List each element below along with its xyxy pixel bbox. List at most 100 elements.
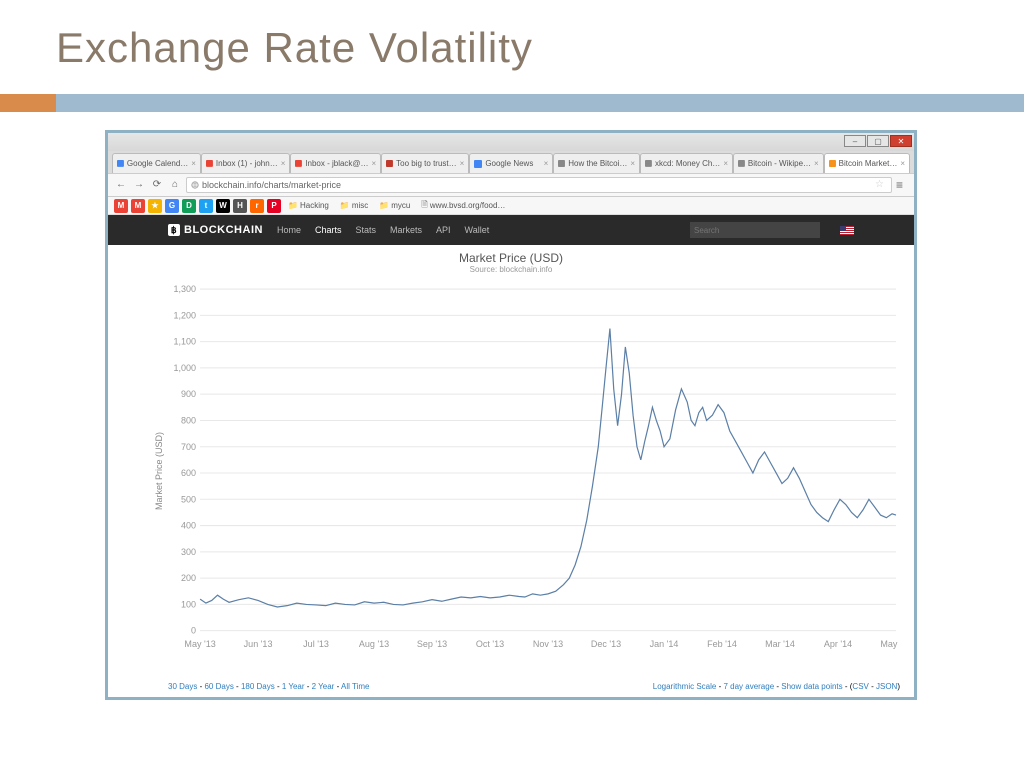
bookmark-icon[interactable]: W: [216, 199, 230, 213]
bookmark-icon[interactable]: P: [267, 199, 281, 213]
nav-link-markets[interactable]: Markets: [390, 225, 422, 235]
tab-favicon-icon: [117, 160, 124, 168]
chart-title: Market Price (USD): [108, 251, 914, 265]
site-logo[interactable]: ฿ BLOCKCHAIN: [168, 224, 263, 236]
browser-tab[interactable]: xkcd: Money Ch…×: [640, 153, 733, 173]
forward-button[interactable]: →: [132, 178, 146, 192]
divider-main: [56, 94, 1024, 112]
tab-favicon-icon: [829, 160, 836, 168]
browser-tab[interactable]: Bitcoin Market…×: [824, 153, 910, 173]
chrome-menu-button[interactable]: ≡: [896, 178, 908, 192]
tab-label: Google Calend…: [127, 159, 188, 168]
window-maximize-button[interactable]: ▢: [867, 135, 889, 147]
tab-label: Inbox (1) - john…: [216, 159, 278, 168]
chart-option-link[interactable]: Logarithmic Scale: [653, 682, 717, 691]
window-minimize-button[interactable]: –: [844, 135, 866, 147]
tab-favicon-icon: [645, 160, 652, 168]
home-button[interactable]: ⌂: [168, 178, 182, 192]
svg-text:Dec '13: Dec '13: [591, 639, 621, 649]
tab-favicon-icon: [295, 160, 302, 168]
address-bar[interactable]: blockchain.info/charts/market-price ☆: [186, 177, 892, 193]
reload-button[interactable]: ⟳: [150, 178, 164, 192]
bookmark-star-icon[interactable]: ☆: [875, 179, 887, 191]
folder-icon: 📁: [340, 201, 350, 210]
bookmark-icon[interactable]: t: [199, 199, 213, 213]
browser-tab[interactable]: How the Bitcoi…×: [553, 153, 640, 173]
tab-strip: Google Calend…×Inbox (1) - john…×Inbox -…: [108, 151, 914, 173]
search-input[interactable]: [690, 222, 820, 238]
bookmark-folder[interactable]: 📁misc: [336, 201, 372, 210]
bookmark-icon[interactable]: D: [182, 199, 196, 213]
logo-icon: ฿: [168, 224, 180, 236]
site-navbar: ฿ BLOCKCHAIN Home Charts Stats Markets API Wa…: [108, 215, 914, 245]
page-icon: 🗎: [421, 199, 427, 213]
url-bar: ← → ⟳ ⌂ blockchain.info/charts/market-pr…: [108, 173, 914, 197]
chart-range-link[interactable]: 30 Days: [168, 682, 197, 691]
tab-close-icon[interactable]: ×: [900, 159, 905, 168]
tab-close-icon[interactable]: ×: [372, 159, 377, 168]
tab-label: Google News: [485, 159, 533, 168]
bookmark-folder[interactable]: 📁Hacking: [284, 201, 333, 210]
bookmark-folder[interactable]: 📁mycu: [375, 201, 414, 210]
divider-accent: [0, 94, 56, 112]
bookmark-icon[interactable]: r: [250, 199, 264, 213]
page-title: Exchange Rate Volatility: [56, 24, 533, 72]
back-button[interactable]: ←: [114, 178, 128, 192]
nav-link-stats[interactable]: Stats: [355, 225, 376, 235]
bookmark-icon[interactable]: M: [131, 199, 145, 213]
tab-close-icon[interactable]: ×: [281, 159, 286, 168]
chart-range-link[interactable]: 180 Days: [241, 682, 275, 691]
browser-tab[interactable]: Google News ×: [469, 153, 553, 173]
tab-close-icon[interactable]: ×: [723, 159, 728, 168]
bookmark-icon[interactable]: H: [233, 199, 247, 213]
tab-favicon-icon: [738, 160, 745, 168]
svg-text:1,100: 1,100: [174, 337, 197, 347]
svg-text:200: 200: [181, 573, 196, 583]
window-titlebar: – ▢ ✕: [108, 133, 914, 151]
tab-close-icon[interactable]: ×: [191, 159, 196, 168]
tab-close-icon[interactable]: ×: [630, 159, 635, 168]
browser-tab[interactable]: Inbox - jblack@…×: [290, 153, 381, 173]
svg-text:Mar '14: Mar '14: [765, 639, 795, 649]
bookmark-icon[interactable]: ★: [148, 199, 162, 213]
svg-text:May '13: May '13: [184, 639, 215, 649]
tab-label: How the Bitcoi…: [568, 159, 627, 168]
nav-link-charts[interactable]: Charts: [315, 225, 342, 235]
bookmark-link[interactable]: 🗎www.bvsd.org/food…: [417, 199, 509, 213]
nav-link-home[interactable]: Home: [277, 225, 301, 235]
tab-close-icon[interactable]: ×: [460, 159, 465, 168]
chart-download-link[interactable]: CSV: [852, 682, 868, 691]
browser-tab[interactable]: Too big to trust…×: [381, 153, 469, 173]
svg-text:100: 100: [181, 599, 196, 609]
tab-close-icon[interactable]: ×: [544, 159, 549, 168]
chart-download-link[interactable]: JSON: [876, 682, 897, 691]
folder-icon: 📁: [379, 201, 389, 210]
browser-tab[interactable]: Bitcoin - Wikipe…×: [733, 153, 824, 173]
svg-text:300: 300: [181, 547, 196, 557]
svg-text:Jul '13: Jul '13: [303, 639, 329, 649]
browser-screenshot: – ▢ ✕ Google Calend…×Inbox (1) - john…×I…: [105, 130, 917, 700]
nav-link-wallet[interactable]: Wallet: [465, 225, 490, 235]
browser-tab[interactable]: Google Calend…×: [112, 153, 201, 173]
svg-text:700: 700: [181, 442, 196, 452]
chart-range-link[interactable]: All Time: [341, 682, 369, 691]
chart-option-link[interactable]: 7 day average: [723, 682, 774, 691]
chart-range-link[interactable]: 1 Year: [282, 682, 305, 691]
svg-text:0: 0: [191, 626, 196, 636]
svg-text:Nov '13: Nov '13: [533, 639, 563, 649]
nav-link-api[interactable]: API: [436, 225, 451, 235]
tab-label: Bitcoin Market…: [839, 159, 898, 168]
svg-text:Oct '13: Oct '13: [476, 639, 504, 649]
chart-option-link[interactable]: Show data points: [781, 682, 842, 691]
logo-text: BLOCKCHAIN: [184, 224, 263, 236]
url-text: blockchain.info/charts/market-price: [202, 180, 341, 190]
locale-flag-icon[interactable]: [840, 226, 854, 235]
tab-close-icon[interactable]: ×: [814, 159, 819, 168]
window-close-button[interactable]: ✕: [890, 135, 912, 147]
bookmark-icon[interactable]: G: [165, 199, 179, 213]
chart-range-link[interactable]: 2 Year: [312, 682, 335, 691]
chart-range-link[interactable]: 60 Days: [204, 682, 233, 691]
bookmark-icon[interactable]: M: [114, 199, 128, 213]
y-axis-title: Market Price (USD): [154, 432, 164, 510]
browser-tab[interactable]: Inbox (1) - john…×: [201, 153, 290, 173]
